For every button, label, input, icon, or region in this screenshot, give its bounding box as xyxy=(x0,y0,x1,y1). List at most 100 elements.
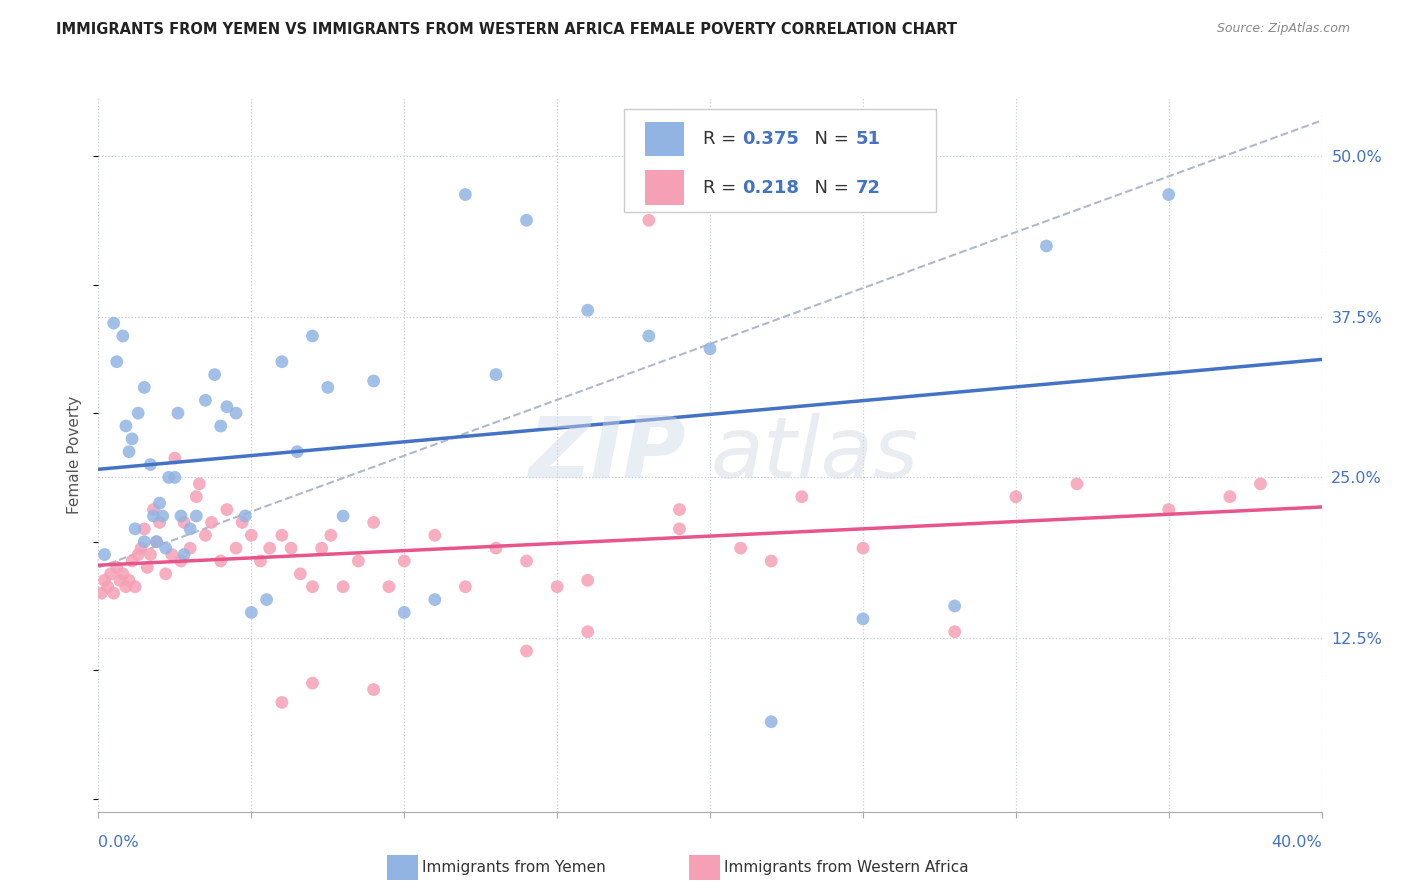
Point xyxy=(516,213,538,227)
Point xyxy=(170,554,193,568)
Point xyxy=(943,624,966,639)
Point xyxy=(127,406,149,420)
Point xyxy=(155,541,177,556)
Point xyxy=(194,528,217,542)
Point xyxy=(1066,476,1088,491)
Text: Immigrants from Western Africa: Immigrants from Western Africa xyxy=(724,860,969,874)
Bar xyxy=(645,122,685,156)
Point xyxy=(145,534,167,549)
Point xyxy=(124,580,146,594)
Text: Source: ZipAtlas.com: Source: ZipAtlas.com xyxy=(1216,22,1350,36)
Point xyxy=(516,554,538,568)
Point xyxy=(637,213,661,227)
Text: 40.0%: 40.0% xyxy=(1271,836,1322,850)
Point xyxy=(155,566,177,581)
Point xyxy=(179,541,201,556)
Point xyxy=(100,566,122,581)
Point xyxy=(392,554,416,568)
Point xyxy=(173,516,195,530)
Point xyxy=(170,508,193,523)
Point xyxy=(111,329,134,343)
Point xyxy=(311,541,333,556)
FancyBboxPatch shape xyxy=(624,109,936,212)
Point xyxy=(259,541,281,556)
Point xyxy=(233,508,256,523)
Point xyxy=(204,368,226,382)
Point xyxy=(186,490,208,504)
Point xyxy=(576,574,599,588)
Point xyxy=(186,508,208,523)
Point xyxy=(423,528,446,542)
Point xyxy=(118,574,141,588)
Point xyxy=(852,612,875,626)
Point xyxy=(105,354,128,368)
Point xyxy=(423,592,446,607)
Point xyxy=(111,566,134,581)
Point xyxy=(121,554,143,568)
Point xyxy=(139,458,162,472)
Text: IMMIGRANTS FROM YEMEN VS IMMIGRANTS FROM WESTERN AFRICA FEMALE POVERTY CORRELATI: IMMIGRANTS FROM YEMEN VS IMMIGRANTS FROM… xyxy=(56,22,957,37)
Point xyxy=(759,714,782,729)
Point xyxy=(134,522,156,536)
Point xyxy=(301,329,323,343)
Point xyxy=(943,599,966,613)
Point xyxy=(516,644,538,658)
Point xyxy=(332,580,354,594)
Bar xyxy=(645,170,685,204)
Point xyxy=(270,528,292,542)
Point xyxy=(759,554,782,568)
Text: ZIP: ZIP xyxy=(527,413,686,497)
Point xyxy=(363,516,385,530)
Point xyxy=(576,303,599,318)
Point xyxy=(163,451,186,466)
Point xyxy=(485,541,508,556)
Point xyxy=(378,580,401,594)
Point xyxy=(118,444,141,458)
Point xyxy=(215,502,238,516)
Point xyxy=(225,406,247,420)
Point xyxy=(668,502,690,516)
Point xyxy=(363,374,385,388)
Point xyxy=(127,548,149,562)
Point xyxy=(142,508,165,523)
Point xyxy=(167,406,190,420)
Text: N =: N = xyxy=(803,178,855,196)
Point xyxy=(1004,490,1026,504)
Point xyxy=(163,470,186,484)
Point xyxy=(188,476,211,491)
Text: 72: 72 xyxy=(856,178,880,196)
Point xyxy=(852,541,875,556)
Point xyxy=(1157,502,1180,516)
Text: R =: R = xyxy=(703,178,742,196)
Point xyxy=(231,516,253,530)
Point xyxy=(485,368,508,382)
Point xyxy=(316,380,339,394)
Point xyxy=(363,682,385,697)
Point xyxy=(347,554,370,568)
Point xyxy=(319,528,342,542)
Point xyxy=(105,560,128,574)
Point xyxy=(145,534,167,549)
Point xyxy=(1249,476,1271,491)
Point xyxy=(301,580,323,594)
Point xyxy=(240,606,263,620)
Text: 0.218: 0.218 xyxy=(742,178,799,196)
Point xyxy=(256,592,278,607)
Text: 51: 51 xyxy=(856,130,880,148)
Point xyxy=(209,419,232,434)
Point xyxy=(134,534,156,549)
Point xyxy=(200,516,222,530)
Point xyxy=(1035,239,1057,253)
Text: 0.375: 0.375 xyxy=(742,130,799,148)
Point xyxy=(115,580,138,594)
Point xyxy=(290,566,312,581)
Text: Immigrants from Yemen: Immigrants from Yemen xyxy=(422,860,606,874)
Point xyxy=(149,516,172,530)
Point xyxy=(270,354,292,368)
Point xyxy=(160,548,183,562)
Point xyxy=(139,548,162,562)
Point xyxy=(392,606,416,620)
Point xyxy=(173,548,195,562)
Point xyxy=(240,528,263,542)
Point xyxy=(121,432,143,446)
